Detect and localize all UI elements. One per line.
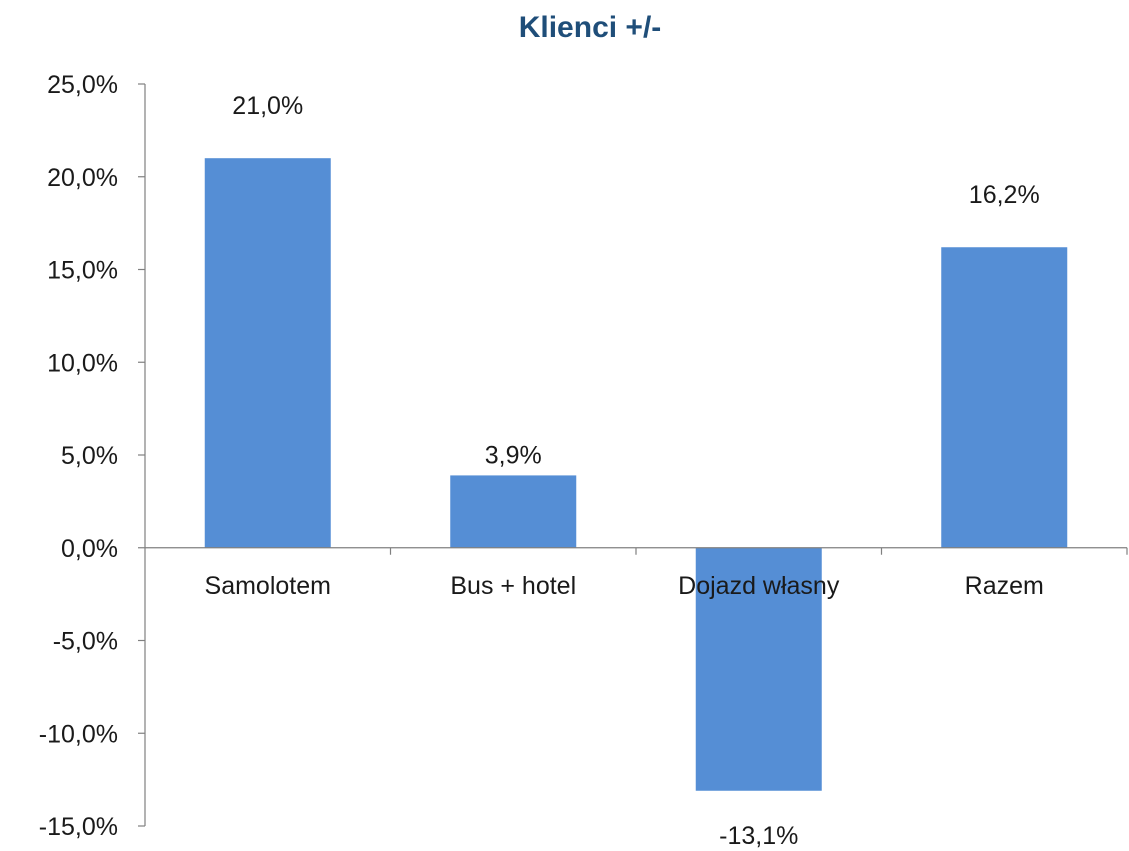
bar-dojazd-własny [695, 547, 822, 791]
category-label: Dojazd własny [678, 572, 840, 600]
data-label: 16,2% [969, 181, 1040, 209]
y-tick-label: -10,0% [39, 720, 118, 748]
category-label: Razem [965, 572, 1044, 600]
data-label: -13,1% [719, 822, 798, 850]
category-label: Bus + hotel [450, 572, 576, 600]
bar-samolotem [204, 158, 331, 548]
y-tick-label: 0,0% [61, 535, 118, 563]
y-tick-label: 10,0% [47, 349, 118, 377]
y-tick-label: 15,0% [47, 257, 118, 285]
bar-bus-hotel [450, 475, 577, 548]
bar-razem [941, 247, 1068, 548]
data-label: 3,9% [485, 441, 542, 469]
y-tick-label: 25,0% [47, 71, 118, 99]
y-axis-ticks: 25,0% 20,0% 15,0% 10,0% 5,0% 0,0% -5,0% -10,0% -… [39, 71, 145, 841]
y-tick-label: -15,0% [39, 813, 118, 841]
y-tick-label: -5,0% [53, 628, 118, 656]
category-label: Samolotem [205, 572, 331, 600]
data-labels: 21,0% 3,9% -13,1% 16,2% [232, 92, 1039, 850]
data-label: 21,0% [232, 92, 303, 120]
chart-title: Klienci +/- [519, 11, 662, 44]
category-labels: Samolotem Bus + hotel Dojazd własny Razem [205, 572, 1044, 600]
y-tick-label: 5,0% [61, 442, 118, 470]
y-tick-label: 20,0% [47, 164, 118, 192]
bars [204, 158, 1068, 791]
axes [144, 84, 1128, 826]
